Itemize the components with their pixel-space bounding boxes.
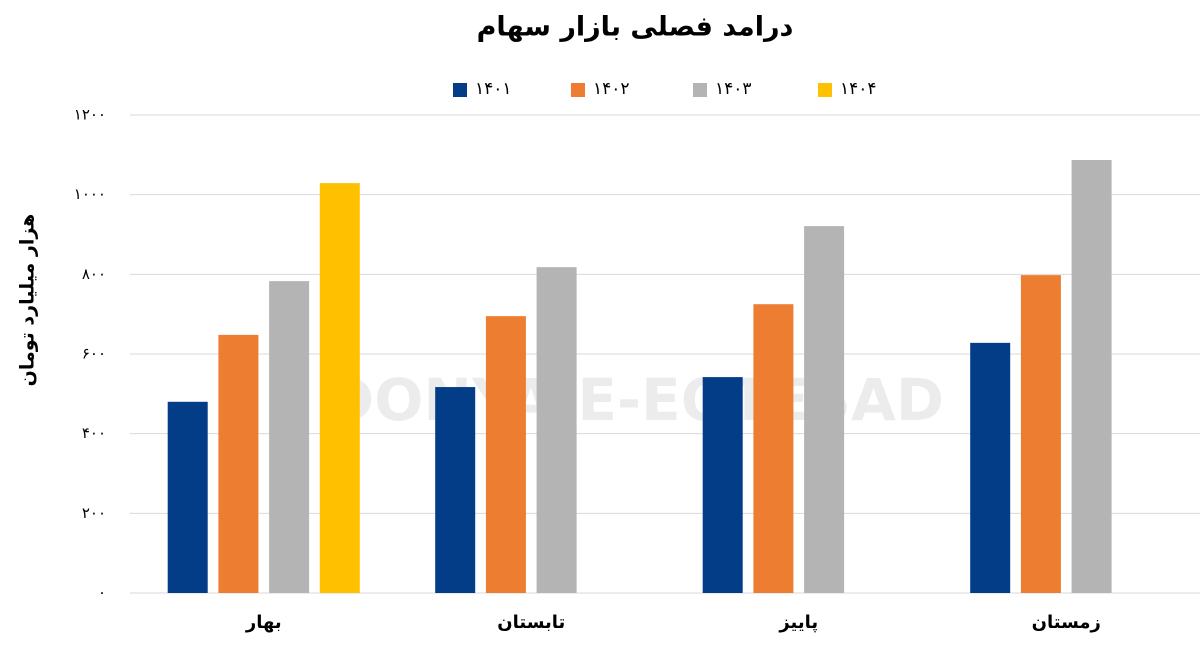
y-tick-label: ۲۰۰ — [82, 504, 106, 522]
bar — [1020, 275, 1061, 593]
chart-title: درامد فصلی بازار سهام — [477, 12, 794, 43]
bar — [970, 342, 1011, 593]
y-tick-label: ۰ — [98, 584, 106, 602]
legend-swatch — [818, 83, 832, 97]
bar — [269, 281, 310, 593]
bar — [319, 183, 360, 594]
legend-label: ۱۴۰۲ — [593, 79, 630, 99]
y-tick-label: ۱۲۰۰ — [74, 106, 106, 124]
x-tick-label: بهار — [245, 612, 282, 633]
legend-swatch — [453, 83, 467, 97]
y-tick-label: ۱۰۰۰ — [74, 185, 106, 203]
bar — [485, 316, 526, 593]
bar — [702, 377, 743, 593]
y-tick-label: ۶۰۰ — [82, 345, 106, 363]
bar — [435, 387, 476, 593]
bar — [218, 334, 259, 593]
x-tick-label: تابستان — [497, 612, 565, 633]
bar — [753, 304, 794, 593]
legend-label: ۱۴۰۳ — [715, 79, 752, 99]
y-tick-label: ۴۰۰ — [82, 424, 106, 442]
legend-label: ۱۴۰۱ — [475, 79, 512, 99]
bar — [167, 401, 208, 593]
watermark: DONYA-E-EQTESAD — [326, 366, 944, 434]
legend-swatch — [571, 83, 585, 97]
bar — [536, 267, 577, 593]
legend-swatch — [693, 83, 707, 97]
legend-label: ۱۴۰۴ — [840, 79, 877, 99]
x-tick-label: پاییز — [778, 612, 818, 633]
bar — [1071, 160, 1112, 594]
bar — [804, 226, 845, 593]
x-tick-label: زمستان — [1032, 612, 1101, 633]
y-axis-label: هزار میلیارد تومان — [17, 214, 39, 387]
y-tick-label: ۸۰۰ — [82, 265, 106, 283]
